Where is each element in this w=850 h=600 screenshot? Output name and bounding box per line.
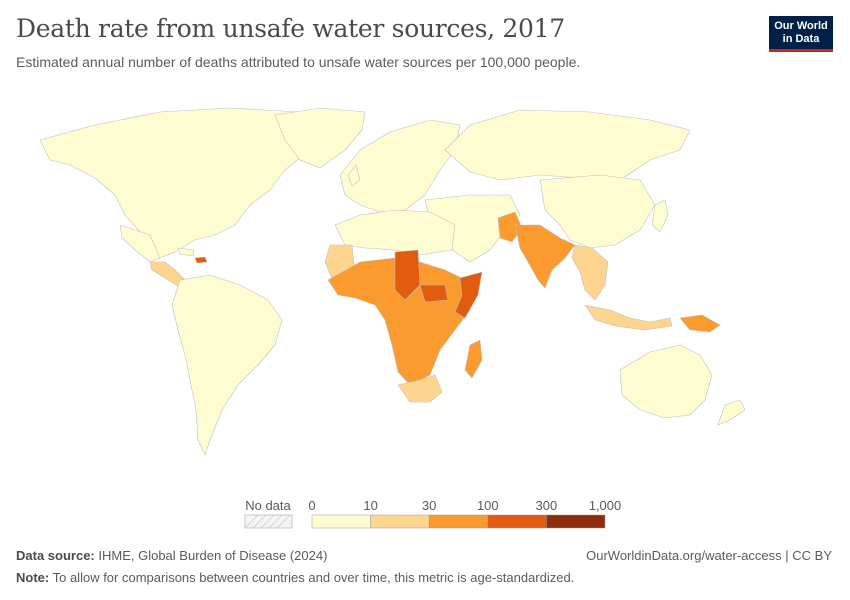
chart-subtitle: Estimated annual number of deaths attrib…: [16, 54, 581, 70]
region-australia[interactable]: [619, 344, 713, 419]
region-southern-africa[interactable]: [397, 374, 443, 403]
legend-hatch: [244, 514, 291, 529]
region-central-africa[interactable]: [419, 284, 449, 303]
region-caribbean[interactable]: [177, 247, 195, 257]
legend-tick-label: 0: [308, 498, 315, 513]
region-north-africa[interactable]: [334, 209, 456, 256]
legend-bin-0[interactable]: [311, 514, 371, 529]
source-text: IHME, Global Burden of Disease (2024): [98, 548, 328, 563]
region-haiti[interactable]: [194, 256, 208, 264]
legend-no-data-swatch: [244, 514, 293, 529]
region-mexico[interactable]: [119, 224, 161, 263]
region-north-america[interactable]: [39, 107, 331, 259]
footer-source: Data source: IHME, Global Burden of Dise…: [16, 548, 327, 563]
chart-title: Death rate from unsafe water sources, 20…: [16, 14, 565, 43]
legend-tick-label: 10: [363, 498, 377, 513]
note-label: Note:: [16, 570, 50, 585]
region-southeast-asia[interactable]: [571, 244, 609, 301]
region-chad[interactable]: [394, 249, 421, 301]
owid-logo[interactable]: Our World in Data: [769, 16, 833, 52]
region-greenland[interactable]: [274, 107, 366, 169]
region-somalia[interactable]: [454, 271, 483, 319]
region-indonesia[interactable]: [584, 304, 673, 331]
region-europe[interactable]: [339, 119, 461, 213]
legend-bin-4[interactable]: [546, 514, 606, 529]
source-label: Data source:: [16, 548, 95, 563]
legend-tick-label: 300: [536, 498, 558, 513]
logo-line-2: in Data: [782, 33, 820, 45]
legend-tick-label: 30: [422, 498, 436, 513]
legend-tick-label: 1,000: [589, 498, 622, 513]
region-japan[interactable]: [651, 199, 669, 233]
legend-bin-2[interactable]: [428, 514, 489, 529]
legend-bin-1[interactable]: [370, 514, 430, 529]
region-india[interactable]: [514, 224, 576, 289]
region-papua-new-guinea[interactable]: [679, 314, 721, 333]
legend-tick-label: 100: [477, 498, 499, 513]
region-new-zealand[interactable]: [717, 399, 746, 426]
region-madagascar[interactable]: [464, 339, 483, 379]
region-russia[interactable]: [444, 109, 691, 181]
footer-note: Note: To allow for comparisons between c…: [16, 570, 574, 585]
region-east-asia[interactable]: [539, 174, 656, 249]
footer-link[interactable]: OurWorldinData.org/water-access | CC BY: [586, 548, 832, 563]
legend-no-data-label: No data: [245, 498, 291, 513]
world-map[interactable]: [0, 95, 850, 495]
legend-bin-3[interactable]: [487, 514, 547, 529]
region-south-america[interactable]: [171, 274, 283, 456]
logo-line-1: Our World: [774, 20, 828, 32]
region-uk[interactable]: [347, 164, 361, 187]
note-text: To allow for comparisons between countri…: [52, 570, 575, 585]
